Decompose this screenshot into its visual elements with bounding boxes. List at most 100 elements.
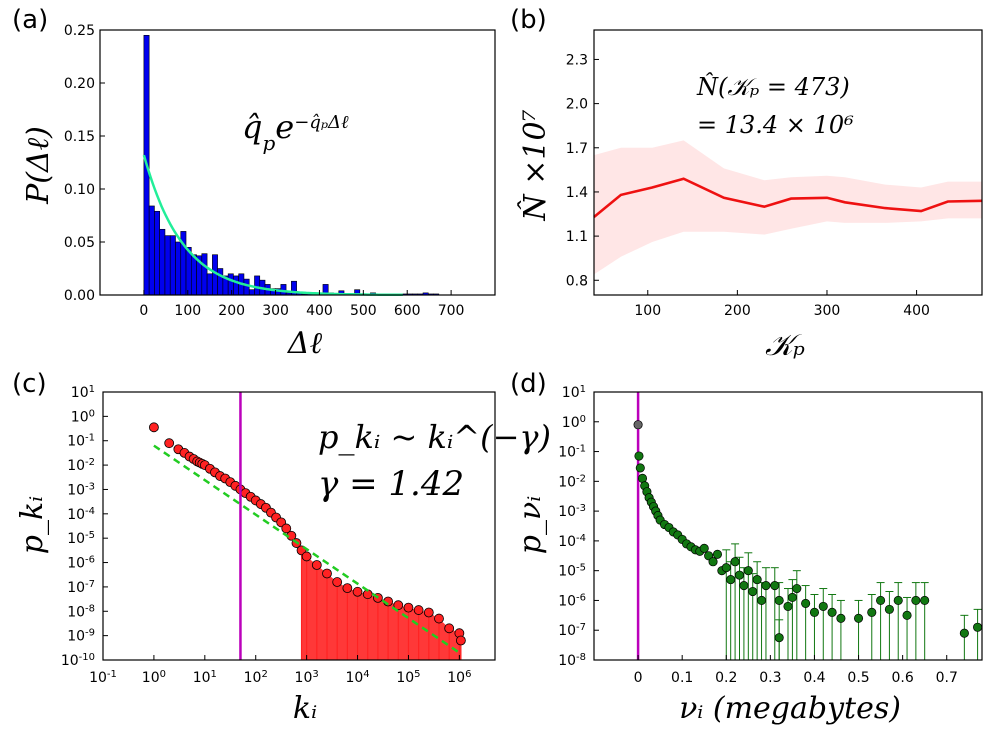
data-point bbox=[973, 622, 983, 632]
data-point bbox=[444, 623, 455, 634]
panel-a-xtick-label: 600 bbox=[394, 303, 421, 319]
data-point bbox=[635, 463, 645, 473]
panel-c-xtick-label: 100 bbox=[142, 669, 166, 687]
data-point bbox=[818, 601, 828, 611]
panel-c-ytick-label: 10-1 bbox=[67, 432, 95, 450]
data-point bbox=[739, 581, 749, 591]
histogram-bar bbox=[254, 275, 261, 296]
panel-c-xlabel: kᵢ bbox=[293, 691, 317, 726]
data-point bbox=[920, 595, 930, 605]
panel-d-ytick-label: 10-4 bbox=[558, 532, 586, 550]
histogram-bar bbox=[201, 253, 208, 296]
histogram-bar bbox=[206, 273, 213, 296]
data-point bbox=[893, 595, 903, 605]
data-point bbox=[393, 600, 404, 611]
panel-d-xtick-label: 0.4 bbox=[803, 670, 825, 686]
data-point bbox=[322, 568, 332, 579]
data-point bbox=[902, 610, 912, 620]
data-point bbox=[770, 581, 780, 591]
data-point bbox=[756, 595, 767, 605]
panel-a-xtick-label: 300 bbox=[262, 303, 289, 319]
panel-d-xtick-label: 0.2 bbox=[715, 670, 737, 686]
panel-c-xtick-label: 101 bbox=[193, 669, 217, 687]
data-point bbox=[730, 557, 740, 567]
data-point bbox=[633, 420, 643, 430]
panel-d-axes-frame bbox=[593, 391, 983, 661]
panel-c-xtick-label: 103 bbox=[295, 669, 319, 687]
panel-a-xtick-label: 700 bbox=[438, 303, 465, 319]
panel-c-ytick-label: 10-4 bbox=[67, 505, 95, 523]
panel-a: (a) 0 100 200 300 400 500 600 700 0.00 0.05 0.10 0.… bbox=[12, 5, 496, 361]
error-bar-region bbox=[301, 550, 461, 660]
data-point bbox=[423, 607, 434, 618]
panel-a-ytick-label: 0.10 bbox=[64, 182, 95, 198]
data-point bbox=[403, 602, 414, 613]
panel-b-xtick-label: 100 bbox=[634, 303, 661, 319]
panel-d-ytick-label: 10-3 bbox=[558, 503, 586, 521]
power-law-fit-line bbox=[153, 444, 461, 654]
panel-a-xtick-label: 500 bbox=[350, 303, 377, 319]
data-point bbox=[743, 566, 753, 576]
data-point bbox=[699, 543, 709, 553]
data-point bbox=[787, 592, 797, 603]
panel-b-ylabel: N̂ ×10⁷ bbox=[518, 109, 553, 221]
panel-d-ytick-label: 10-6 bbox=[558, 592, 586, 610]
panel-b-xlabel: 𝒦ₚ bbox=[765, 328, 805, 363]
histogram-bar bbox=[233, 275, 239, 296]
histogram-bar bbox=[148, 205, 155, 296]
data-point bbox=[809, 607, 820, 617]
data-point bbox=[783, 601, 793, 611]
panel-c-ytick-label: 10-3 bbox=[67, 481, 95, 499]
panel-b-axes-frame bbox=[593, 29, 983, 296]
data-point bbox=[342, 583, 353, 594]
panel-d-ytick-label: 100 bbox=[562, 413, 586, 431]
panel-c-ytick-label: 100 bbox=[71, 408, 95, 426]
panel-d-xtick-label: 0.5 bbox=[847, 670, 869, 686]
panel-d-ytick-label: 10-1 bbox=[558, 443, 586, 461]
data-point bbox=[301, 551, 312, 562]
data-point bbox=[455, 635, 466, 646]
panel-a-label: (a) bbox=[12, 5, 48, 35]
panel-d-label: (d) bbox=[510, 369, 547, 399]
histogram-bar bbox=[280, 284, 287, 296]
panel-c-ytick-label: 10-5 bbox=[67, 530, 95, 548]
data-point bbox=[853, 613, 864, 623]
panel-c-xtick-label: 106 bbox=[447, 669, 471, 687]
panel-d-ytick-label: 101 bbox=[562, 384, 586, 402]
data-point bbox=[836, 613, 846, 623]
panel-c-ytick-label: 101 bbox=[71, 384, 95, 402]
panel-c-xtick-label: 104 bbox=[345, 669, 369, 687]
panel-d-ytick-label: 10-7 bbox=[558, 622, 586, 640]
panel-a-ytick-label: 0.00 bbox=[64, 288, 95, 304]
panel-d-ylabel: p_νᵢ bbox=[513, 496, 548, 554]
panel-d: (d) 0 0.1 0.2 0.3 0.4 0.5 0.6 0.7 101 100 10-1 10-2… bbox=[510, 369, 983, 726]
data-point bbox=[726, 575, 736, 585]
panel-a-xtick-label: 200 bbox=[218, 303, 245, 319]
panel-a-ytick-label: 0.15 bbox=[64, 129, 95, 145]
panel-b-ytick-label: 2.0 bbox=[566, 97, 588, 113]
panel-c-ytick-label: 10-10 bbox=[61, 652, 95, 670]
panel-b-annotation-line2: = 13.4 × 10⁶ bbox=[697, 111, 854, 139]
data-point bbox=[959, 628, 969, 638]
panel-c-ytick-label: 10-7 bbox=[67, 578, 95, 596]
data-point bbox=[149, 422, 159, 433]
data-point bbox=[801, 598, 811, 608]
panel-a-ytick-label: 0.20 bbox=[64, 76, 95, 92]
data-point bbox=[708, 557, 718, 567]
panel-a-xtick-label: 400 bbox=[306, 303, 333, 319]
panel-b-ytick-label: 1.4 bbox=[566, 185, 588, 201]
data-point bbox=[867, 607, 877, 617]
data-point bbox=[827, 607, 837, 617]
panel-b-annotation-line1: N̂(𝒦ₚ = 473) bbox=[696, 73, 850, 101]
data-point bbox=[712, 549, 723, 559]
panel-d-xtick-label: 0 bbox=[634, 670, 643, 686]
data-point bbox=[332, 577, 343, 587]
panel-b-ytick-label: 1.1 bbox=[566, 229, 588, 245]
panel-b-ytick-label: 2.3 bbox=[566, 52, 588, 68]
histogram-bar bbox=[217, 268, 224, 296]
data-point bbox=[281, 523, 292, 534]
panel-b-xtick-label: 400 bbox=[903, 303, 930, 319]
panel-b-xtick-label: 200 bbox=[724, 303, 751, 319]
panel-c-annotation-line1: p_kᵢ ~ kᵢ^(−γ) bbox=[318, 418, 551, 456]
panel-d-ytick-label: 10-8 bbox=[558, 652, 586, 670]
